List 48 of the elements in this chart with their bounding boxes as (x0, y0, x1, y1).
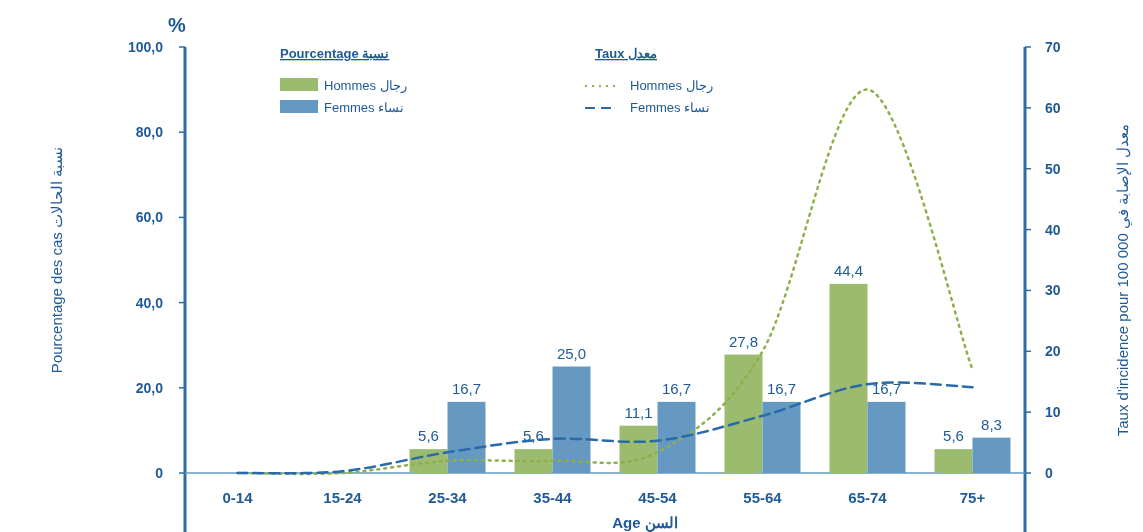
data-label: 16,7 (451, 379, 482, 397)
bar (934, 449, 973, 473)
x-axis-title: Age السن (612, 514, 678, 532)
annotation: Taux معدل (595, 46, 657, 61)
data-label: 44,4 (833, 261, 864, 279)
annotation: Pourcentage نسبة (280, 46, 390, 61)
y2-tick-label: 50 (1045, 160, 1061, 177)
y-tick-label: 80,0 (135, 124, 164, 141)
x-tick-label: 75+ (959, 489, 986, 506)
data-label: 16,7 (766, 379, 797, 397)
y2-tick-label: 0 (1045, 465, 1053, 481)
y-tick-label: 60,0 (135, 209, 164, 226)
legend-label: Hommes رجال (324, 78, 407, 94)
data-label: 16,7 (871, 379, 902, 397)
data-label: 5,6 (418, 427, 439, 445)
text: % (168, 14, 187, 36)
x-tick-label: 35-44 (533, 489, 573, 506)
x-tick-label: 45-54 (638, 489, 678, 506)
x-tick-label: 0-14 (222, 489, 254, 506)
bar (724, 354, 763, 473)
x-tick-label: 65-74 (848, 489, 888, 506)
y-tick-label: 20,0 (135, 379, 164, 396)
data-label: 8,3 (981, 415, 1002, 433)
data-label: 11,1 (624, 403, 653, 421)
y-tick-label: 40,0 (135, 294, 164, 311)
data-label: 25,0 (556, 344, 587, 362)
y2-tick-label: 70 (1045, 39, 1061, 55)
y2-tick-label: 20 (1045, 343, 1061, 360)
bar (514, 449, 553, 473)
y-tick-label: 100,0 (127, 39, 164, 55)
y-axis-title: Pourcentage des cas نسبة الحالات (48, 146, 65, 374)
legend-label: Femmes نساء (324, 100, 405, 115)
data-label: 16,7 (661, 379, 692, 397)
bar (619, 425, 658, 473)
bar (829, 283, 868, 473)
y-tick-label: 0 (155, 465, 164, 481)
y2-tick-label: 60 (1045, 99, 1061, 116)
legend-label: Hommes رجال (630, 78, 713, 94)
x-tick-label: 25-34 (428, 489, 468, 506)
y2-tick-label: 10 (1045, 404, 1061, 421)
y2-axis-title: Taux d'incidence pour 100 000 معدل الإصابة في (1114, 123, 1132, 437)
x-tick-label: 55-64 (743, 489, 783, 506)
data-label: 27,8 (728, 332, 759, 350)
y2-tick-label: 30 (1045, 282, 1061, 299)
legend-label: Femmes نساء (630, 100, 711, 115)
data-label: 5,6 (943, 427, 964, 445)
x-tick-label: 15-24 (323, 489, 363, 506)
y2-tick-label: 40 (1045, 221, 1061, 238)
